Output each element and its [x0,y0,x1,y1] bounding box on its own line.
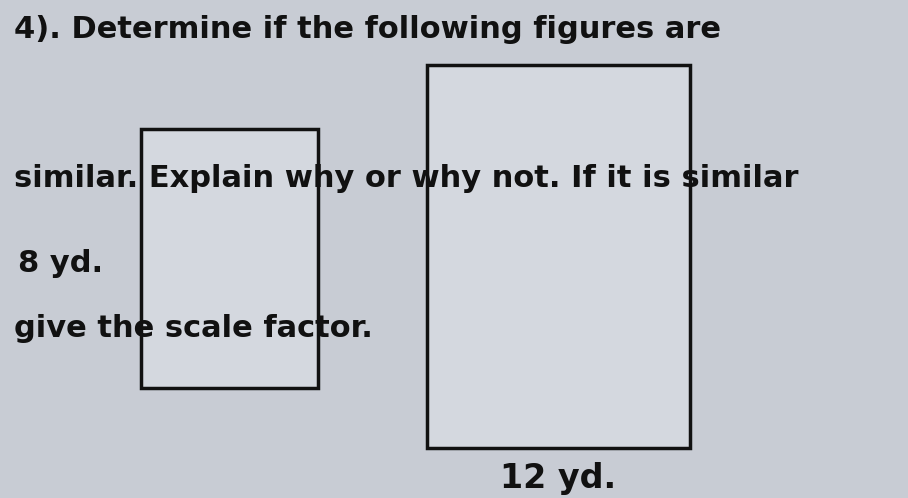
Bar [427,65,690,448]
Text: 12 yd.: 12 yd. [500,462,617,495]
Text: similar. Explain why or why not. If it is similar: similar. Explain why or why not. If it i… [14,164,798,193]
Text: 4). Determine if the following figures are: 4). Determine if the following figures a… [14,15,721,44]
Text: 8 yd.: 8 yd. [18,249,104,278]
Bar [141,129,318,388]
Text: give the scale factor.: give the scale factor. [14,314,372,343]
